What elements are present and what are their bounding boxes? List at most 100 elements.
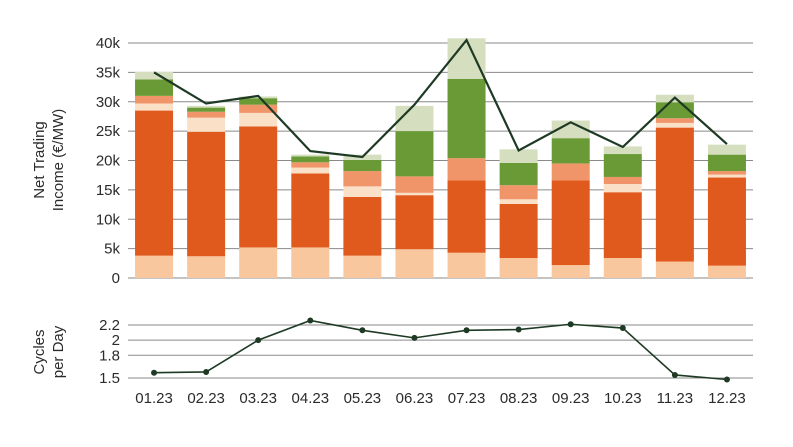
bar-07-23-segment-1 xyxy=(447,252,486,278)
top-ytick-label: 20k xyxy=(96,153,121,170)
bar-03-23-segment-4 xyxy=(239,104,278,113)
cycles-point-12-23 xyxy=(723,376,730,383)
bar-05-23-segment-1 xyxy=(343,255,382,278)
bar-04-23-segment-4 xyxy=(291,162,330,168)
bar-03-23-segment-2 xyxy=(239,126,278,248)
x-category-label: 09.23 xyxy=(552,390,590,407)
bar-06-23-segment-3 xyxy=(395,192,434,196)
top-ytick-label: 25k xyxy=(96,123,121,140)
cycles-point-10-23 xyxy=(619,325,626,332)
bar-09-23-segment-5 xyxy=(551,138,590,164)
bar-06-23-segment-1 xyxy=(395,249,434,278)
bar-09-23-segment-4 xyxy=(551,163,590,181)
bar-06-23-segment-2 xyxy=(395,195,434,250)
bar-08-23-segment-1 xyxy=(499,258,538,278)
cycles-point-09-23 xyxy=(567,321,574,328)
bar-08-23-segment-5 xyxy=(499,162,538,186)
bar-02-23-segment-1 xyxy=(187,256,226,278)
bar-02-23-segment-5 xyxy=(187,107,226,112)
bar-12-23-segment-5 xyxy=(707,154,746,172)
bar-10-23-segment-2 xyxy=(603,192,642,259)
bar-12-23-segment-6 xyxy=(707,144,746,155)
bar-08-23-segment-4 xyxy=(499,185,538,200)
bar-04-23-segment-5 xyxy=(291,156,330,163)
bar-01-23-segment-1 xyxy=(135,255,174,278)
bar-01-23-segment-2 xyxy=(135,110,174,256)
cycles-point-06-23 xyxy=(411,334,418,341)
x-category-label: 12.23 xyxy=(708,390,746,407)
bar-10-23-segment-1 xyxy=(603,258,642,278)
bar-04-23-segment-1 xyxy=(291,247,330,278)
top-ylabel-line-2: Income (€/MW) xyxy=(50,109,67,212)
top-ytick-label: 30k xyxy=(96,94,121,111)
bottom-ytick-label: 1.5 xyxy=(99,370,120,387)
top-ytick-label: 40k xyxy=(96,35,121,52)
cycles-point-07-23 xyxy=(463,327,470,334)
x-category-label: 02.23 xyxy=(187,390,225,407)
bar-03-23-segment-1 xyxy=(239,247,278,278)
top-ytick-label: 5k xyxy=(104,241,120,258)
bar-11-23-segment-4 xyxy=(655,118,694,123)
top-ytick-label: 0 xyxy=(112,270,120,287)
bar-02-23-segment-2 xyxy=(187,131,226,257)
top-ylabel-line-1: Net Trading xyxy=(31,121,48,199)
bar-11-23-segment-1 xyxy=(655,261,694,278)
cycles-per-day-line xyxy=(154,319,728,381)
bar-06-23-segment-4 xyxy=(395,176,434,193)
bar-11-23-segment-2 xyxy=(655,127,694,262)
bar-12-23-segment-3 xyxy=(707,174,746,178)
cycles-point-05-23 xyxy=(359,327,366,334)
bar-09-23-segment-2 xyxy=(551,180,590,266)
cycles-point-01-23 xyxy=(151,369,158,376)
x-category-label: 07.23 xyxy=(448,390,486,407)
bar-01-23-segment-5 xyxy=(135,79,174,96)
x-category-label: 01.23 xyxy=(135,390,173,407)
top-ytick-label: 35k xyxy=(96,64,121,81)
bar-08-23-segment-2 xyxy=(499,203,538,259)
bar-05-23-segment-4 xyxy=(343,171,382,187)
bar-02-23-segment-4 xyxy=(187,111,226,118)
top-ytick-label: 10k xyxy=(96,211,121,228)
bottom-ylabel-line-1: Cycles xyxy=(31,329,48,374)
bar-08-23-segment-6 xyxy=(499,149,538,163)
bar-02-23-segment-6 xyxy=(187,105,226,108)
x-category-label: 11.23 xyxy=(657,390,693,407)
bottom-ytick-label: 1.8 xyxy=(99,347,120,364)
bar-10-23-segment-4 xyxy=(603,176,642,184)
bar-05-23-segment-2 xyxy=(343,196,382,256)
bar-09-23-segment-1 xyxy=(551,265,590,278)
bottom-ylabel-line-2: per Day xyxy=(50,325,67,378)
bar-06-23-segment-5 xyxy=(395,131,434,177)
bar-11-23-segment-3 xyxy=(655,122,694,128)
cycles-point-11-23 xyxy=(671,371,678,378)
bar-10-23-segment-5 xyxy=(603,154,642,177)
x-category-label: 04.23 xyxy=(292,390,330,407)
bar-04-23-segment-6 xyxy=(291,154,330,157)
bar-12-23-segment-1 xyxy=(707,265,746,278)
x-category-label: 03.23 xyxy=(239,390,277,407)
bar-12-23-segment-2 xyxy=(707,177,746,266)
x-category-label: 08.23 xyxy=(500,390,538,407)
bar-05-23-segment-5 xyxy=(343,159,382,172)
bar-05-23-segment-3 xyxy=(343,186,382,197)
bar-04-23-segment-3 xyxy=(291,167,330,174)
bar-04-23-segment-2 xyxy=(291,173,330,248)
cycles-point-04-23 xyxy=(307,317,314,324)
top-ytick-label: 15k xyxy=(96,182,121,199)
bottom-ytick-label: 2 xyxy=(112,332,120,349)
bar-03-23-segment-5 xyxy=(239,98,278,105)
bar-10-23-segment-6 xyxy=(603,146,642,155)
x-category-label: 06.23 xyxy=(396,390,434,407)
cycles-point-02-23 xyxy=(203,368,210,375)
bar-01-23-segment-3 xyxy=(135,103,174,111)
bottom-ytick-label: 2.2 xyxy=(99,317,120,334)
bar-07-23-segment-6 xyxy=(447,38,486,79)
bar-07-23-segment-5 xyxy=(447,78,486,159)
bar-12-23-segment-4 xyxy=(707,171,746,175)
bar-02-23-segment-3 xyxy=(187,117,226,132)
cycles-point-08-23 xyxy=(515,326,522,333)
bar-09-23-segment-6 xyxy=(551,120,590,139)
bar-01-23-segment-6 xyxy=(135,71,174,80)
